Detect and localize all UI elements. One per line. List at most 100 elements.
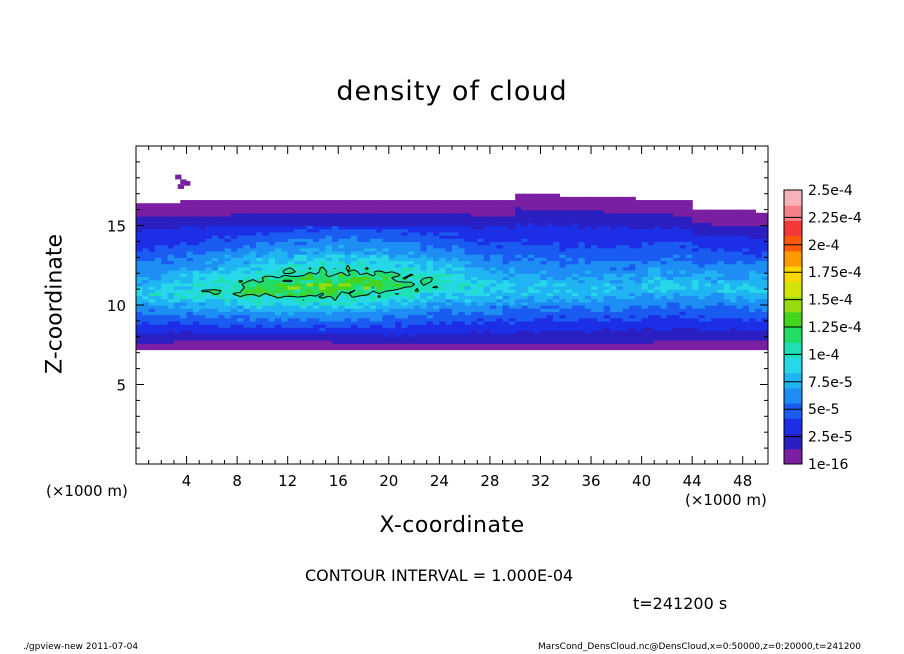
density-cell-1298 (306, 231, 314, 236)
density-cell-2528 (470, 206, 478, 211)
density-cell-2740 (502, 279, 510, 284)
density-cell-3138 (553, 247, 561, 252)
density-cell-4572 (749, 279, 756, 284)
density-cell-1622 (350, 247, 358, 252)
density-cell-2388 (452, 203, 459, 208)
density-cell-4142 (685, 238, 693, 242)
density-cell-3987 (666, 282, 674, 287)
density-cell-1926 (395, 327, 403, 332)
density-cell-2601 (483, 273, 491, 277)
density-cell-2829 (515, 295, 523, 300)
density-cell-888 (256, 339, 263, 344)
density-cell-1944 (395, 270, 403, 274)
density-cell-2248 (433, 200, 440, 204)
density-cell-1028 (275, 343, 282, 347)
density-cell-4585 (749, 238, 756, 242)
density-cell-2818 (515, 330, 523, 335)
density-cell-3904 (654, 247, 662, 252)
density-cell-1506 (338, 317, 346, 322)
density-cell-774 (237, 254, 245, 258)
density-cell-1810 (376, 247, 384, 252)
density-cell-155 (154, 292, 162, 297)
density-cell-4601 (755, 327, 763, 332)
density-cell-3121 (553, 301, 561, 306)
density-cell-256 (167, 263, 175, 268)
density-cell-1517 (338, 282, 346, 287)
density-cell-1156 (287, 235, 295, 239)
density-cell-1606 (350, 298, 358, 303)
density-cell-4157 (692, 339, 700, 344)
density-cell-3073 (546, 298, 554, 303)
density-cell-217 (161, 241, 169, 246)
density-cell-1807 (376, 257, 384, 262)
density-cell-2548 (477, 292, 485, 297)
density-cell-1021 (268, 215, 276, 220)
density-cell-2010 (401, 209, 409, 214)
density-cell-2759 (502, 219, 510, 223)
density-cell-3063 (546, 330, 554, 335)
density-cell-3656 (622, 282, 630, 287)
density-cell-4401 (723, 263, 731, 268)
density-cell-4468 (736, 330, 744, 335)
density-cell-1799 (376, 282, 384, 287)
density-cell-3128 (553, 279, 561, 284)
density-cell-728 (230, 250, 238, 255)
density-cell-4359 (717, 257, 725, 262)
density-cell-3795 (641, 295, 649, 300)
density-cell-3946 (660, 263, 668, 268)
density-cell-4026 (673, 308, 681, 312)
density-cell-2540 (477, 317, 485, 322)
density-cell-1804 (376, 266, 384, 271)
density-cell-3077 (546, 285, 554, 290)
density-cell-915 (256, 254, 263, 258)
density-cell-2071 (414, 314, 421, 319)
density-cell-2530 (470, 200, 478, 204)
density-cell-2524 (470, 219, 478, 223)
density-cell-3125 (553, 289, 561, 293)
density-cell-4006 (666, 222, 674, 227)
density-cell-3691 (628, 324, 636, 328)
density-cell-4540 (742, 241, 750, 246)
density-cell-4373 (717, 212, 725, 217)
density-cell-1382 (319, 263, 327, 268)
density-cell-3453 (597, 317, 605, 322)
density-cell-912 (256, 263, 263, 268)
density-cell-1779 (376, 346, 384, 351)
density-cell-4499 (736, 231, 744, 236)
density-cell-2144 (420, 231, 428, 236)
density-cell-476 (199, 305, 207, 309)
density-cell-3499 (603, 324, 611, 328)
density-cell-4515 (742, 320, 750, 325)
density-cell-4677 (761, 222, 768, 227)
density-cell-2928 (527, 292, 535, 297)
density-cell-255 (167, 266, 175, 271)
density-cell-2603 (483, 266, 491, 271)
density-cell-1820 (376, 215, 384, 220)
density-cell-3748 (635, 295, 643, 300)
density-cell-2552 (477, 279, 485, 284)
density-cell-176 (154, 225, 162, 230)
density-cell-3902 (654, 254, 662, 258)
density-cell-3158 (559, 339, 567, 344)
density-cell-3412 (591, 295, 598, 300)
density-cell-3569 (610, 254, 617, 258)
density-cell-3617 (616, 254, 624, 258)
density-cell-1075 (281, 343, 289, 347)
density-cell-3139 (553, 244, 561, 249)
density-cell-3304 (578, 333, 586, 338)
density-cell-3353 (584, 330, 592, 335)
density-cell-1953 (395, 241, 403, 246)
density-cell-3048 (540, 222, 548, 227)
colorbar-label-9: 2.25e-4 (808, 210, 862, 226)
density-cell-3649 (622, 305, 630, 309)
density-cell-1406 (325, 336, 333, 341)
density-cell-2112 (420, 333, 428, 338)
density-cell-540 (205, 250, 213, 255)
density-cell-186 (161, 339, 169, 344)
density-cell-948 (262, 298, 270, 303)
density-cell-2979 (534, 285, 542, 290)
density-cell-4388 (723, 305, 731, 309)
density-cell-3234 (565, 250, 573, 255)
density-cell-2950 (527, 222, 535, 227)
